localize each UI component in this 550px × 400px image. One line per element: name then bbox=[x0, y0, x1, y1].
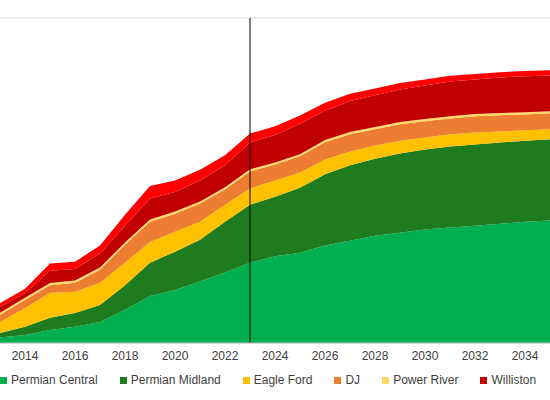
html-text:Power River: Power River bbox=[393, 373, 459, 387]
svg-text:2026: 2026 bbox=[312, 349, 339, 363]
html-text:Permian Central: Permian Central bbox=[11, 373, 98, 387]
svg-text:2028: 2028 bbox=[362, 349, 389, 363]
html-text:Williston: Williston bbox=[491, 373, 537, 387]
svg-text:2020: 2020 bbox=[162, 349, 189, 363]
svg-text:2022: 2022 bbox=[212, 349, 239, 363]
svg-text:2014: 2014 bbox=[12, 349, 39, 363]
svg-text:2024: 2024 bbox=[262, 349, 289, 363]
html-text:Permian Midland: Permian Midland bbox=[130, 373, 221, 387]
html-text:DJ: DJ bbox=[345, 373, 361, 387]
svg-text:2016: 2016 bbox=[62, 349, 89, 363]
html-text:Eagle Ford: Eagle Ford bbox=[253, 373, 313, 387]
svg-text:2030: 2030 bbox=[412, 349, 439, 363]
svg-text:2034: 2034 bbox=[512, 349, 539, 363]
svg-text:2018: 2018 bbox=[112, 349, 139, 363]
svg-text:2032: 2032 bbox=[462, 349, 489, 363]
